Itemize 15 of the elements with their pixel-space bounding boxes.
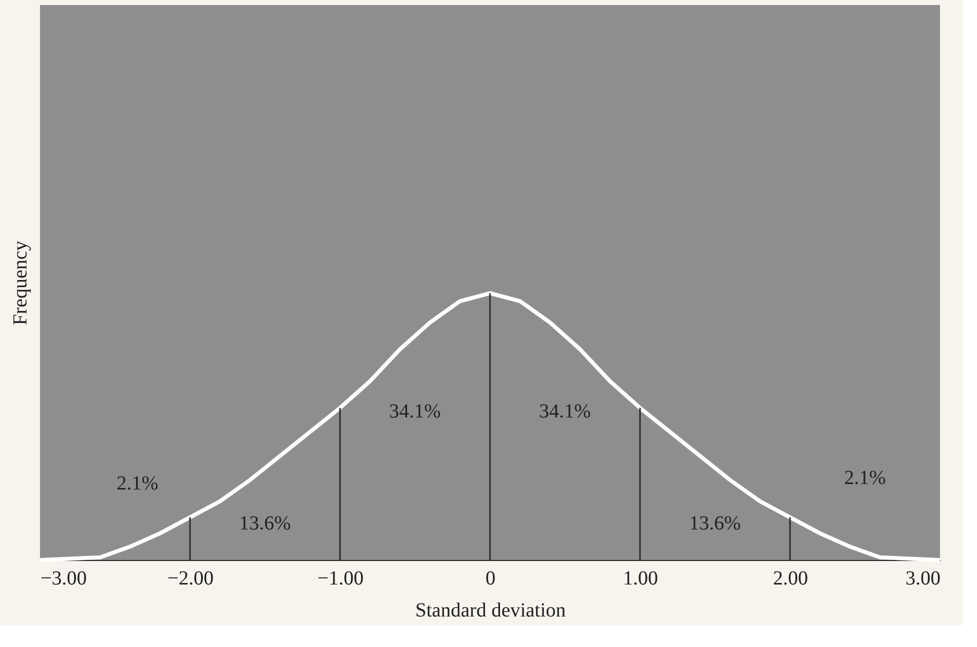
x-tick-label: −1.00: [317, 568, 364, 590]
annotation: 13.6%: [239, 512, 291, 534]
x-tick-label: 1.00: [623, 568, 658, 590]
annotation: 13.6%: [689, 512, 741, 534]
annotation: 2.1%: [116, 472, 158, 494]
y-axis-title: Frequency: [10, 240, 32, 326]
x-tick-label: −3.00: [40, 568, 87, 590]
x-tick-label: −2.00: [167, 568, 214, 590]
annotation: 34.1%: [539, 400, 591, 422]
x-tick-label: 2.00: [773, 568, 808, 590]
x-tick-label: 0: [486, 568, 496, 590]
annotation: 2.1%: [844, 466, 886, 489]
x-tick-label: 3.00: [906, 568, 940, 590]
annotation: 34.1%: [389, 400, 441, 422]
x-axis-title: Standard deviation: [415, 600, 566, 622]
